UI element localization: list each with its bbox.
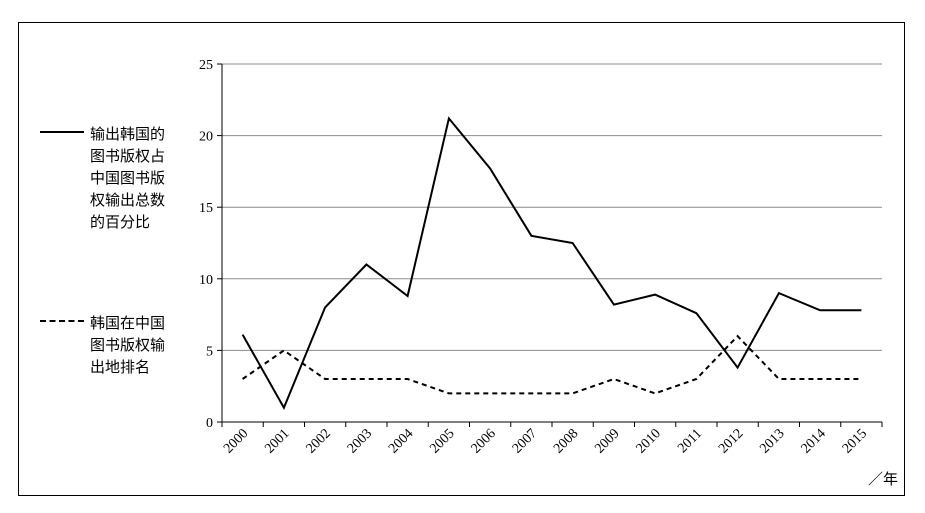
x-tick-label: 2015 (840, 426, 870, 456)
x-tick-label: 2010 (634, 426, 664, 456)
legend-label-rank: 韩国在中国 图书版权输 出地排名 (90, 314, 166, 376)
x-axis-unit: ／年 (868, 470, 899, 488)
x-tick-label: 2011 (675, 426, 705, 456)
x-tick-label: 2005 (427, 426, 457, 456)
y-tick-label: 10 (199, 273, 213, 288)
x-tick-label: 2008 (551, 426, 581, 456)
x-tick-label: 2009 (592, 426, 622, 456)
legend: 输出韩国的 图书版权占 中国图书版 权输出总数 的百分比 韩国在中国 图书版权输… (40, 0, 200, 513)
y-tick-label: 20 (199, 130, 213, 145)
y-tick-label: 15 (199, 201, 213, 216)
x-tick-label: 2006 (469, 426, 499, 456)
legend-swatch-dashed (40, 320, 84, 322)
legend-swatch-solid (40, 131, 84, 133)
chart-frame (18, 22, 905, 496)
series-line-rank (242, 334, 862, 395)
x-tick-label: 2013 (757, 426, 787, 456)
x-tick-label: 2001 (262, 426, 292, 456)
x-tick-label: 2007 (510, 426, 540, 456)
x-tick-label: 2012 (716, 426, 746, 456)
y-tick-label: 5 (206, 344, 213, 359)
x-tick-label: 2000 (221, 426, 251, 456)
legend-label-percentage: 输出韩国的 图书版权占 中国图书版 权输出总数 的百分比 (90, 125, 166, 231)
x-tick-label: 2004 (386, 426, 416, 456)
x-tick-label: 2003 (345, 426, 375, 456)
y-tick-label: 25 (199, 58, 213, 73)
series-line-percentage (241, 116, 862, 410)
y-tick-label: 0 (206, 416, 213, 431)
x-tick-label: 2002 (304, 426, 334, 456)
x-tick-label: 2014 (799, 426, 829, 456)
